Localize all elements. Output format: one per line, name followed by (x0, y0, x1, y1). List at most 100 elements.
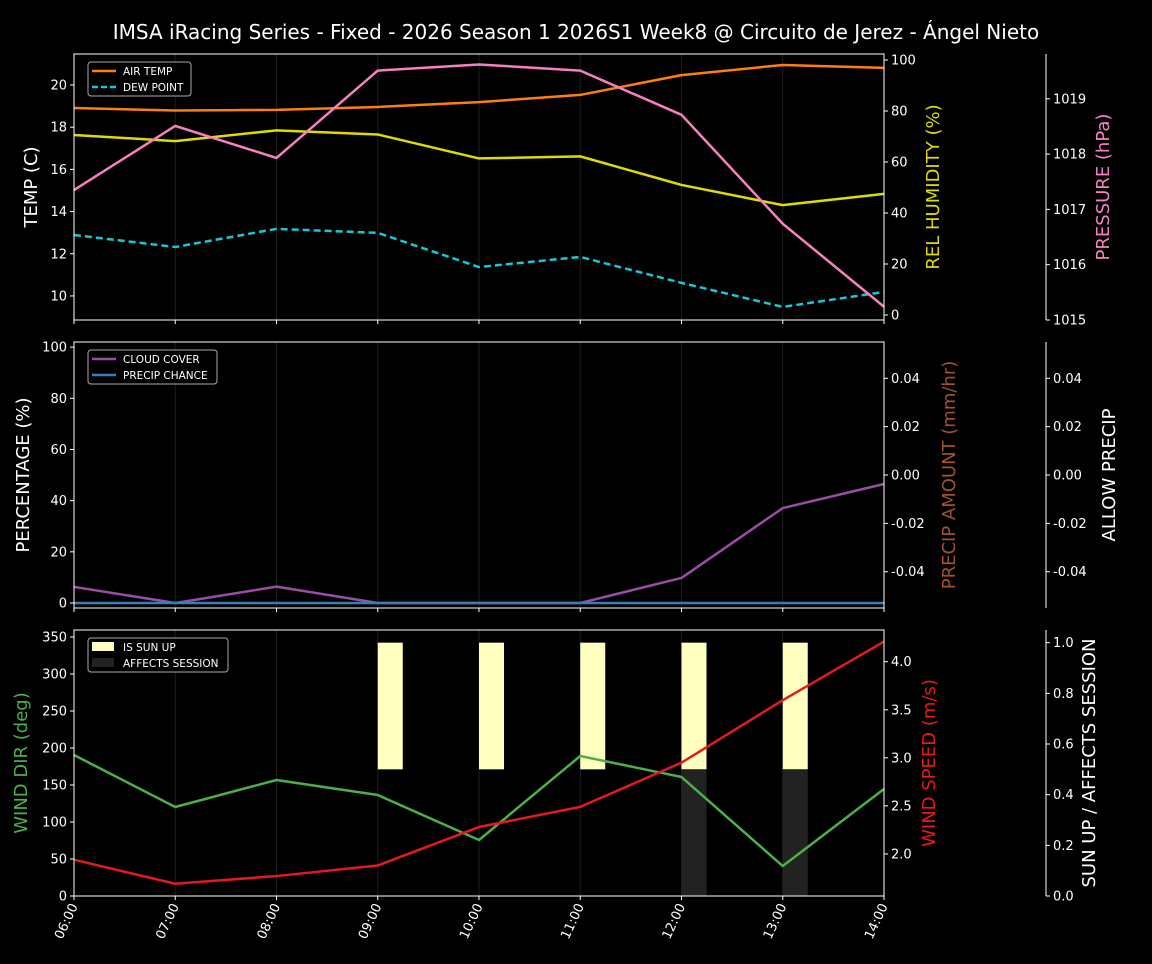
y-tick-label: 0.00 (891, 469, 920, 484)
third-axis-label: SUN UP / AFFECTS SESSION (1079, 638, 1100, 887)
y-tick-label: 60 (50, 443, 67, 458)
x-tick-label: 12:00 (660, 901, 689, 941)
y-tick-label: 60 (891, 155, 908, 170)
y-tick-label: 1019 (1053, 92, 1086, 107)
x-tick-label: 14:00 (862, 901, 891, 941)
x-tick-label: 10:00 (457, 901, 486, 941)
legend-label: AFFECTS SESSION (123, 658, 219, 670)
right-axis-label: WIND SPEED (m/s) (919, 679, 940, 847)
y-tick-label: 100 (42, 816, 67, 831)
series-line-3 (73, 63, 885, 308)
legend-label: DEW POINT (123, 82, 184, 94)
left-axis-label: PERCENTAGE (%) (13, 397, 34, 552)
bar-affects-session (782, 769, 808, 896)
legend: IS SUN UP AFFECTS SESSION (87, 637, 229, 673)
panel-2: 0 20 40 60 80 100 -0.04 -0.02 0.00 0.02 0.04 -0.04 -… (13, 341, 1120, 612)
y-tick-label: 1015 (1053, 314, 1086, 329)
legend-label: PRECIP CHANCE (123, 370, 208, 382)
y-tick-label: 12 (50, 247, 67, 262)
y-tick-label: 0.4 (1053, 788, 1074, 803)
y-tick-label: 80 (891, 104, 908, 119)
y-tick-label: 4.0 (891, 655, 912, 670)
left-axis-label: WIND DIR (deg) (11, 692, 32, 834)
y-tick-label: 0 (891, 309, 899, 324)
y-tick-label: 350 (42, 631, 67, 646)
x-tick-label: 06:00 (52, 901, 81, 941)
third-axis-label: PRESSURE (hPa) (1093, 114, 1114, 261)
y-tick-label: 1017 (1053, 203, 1086, 218)
y-tick-label: 150 (42, 779, 67, 794)
y-tick-label: 20 (50, 79, 67, 94)
y-tick-label: 0 (59, 597, 67, 612)
chart-title: IMSA iRacing Series - Fixed - 2026 Seaso… (113, 20, 1039, 44)
y-tick-label: 20 (891, 258, 908, 273)
y-tick-label: 0.04 (891, 372, 920, 387)
legend-label: CLOUD COVER (123, 354, 200, 366)
y-tick-label: 0.02 (1053, 420, 1082, 435)
y-tick-label: -0.04 (1053, 565, 1087, 580)
y-tick-label: 1.0 (1053, 636, 1074, 651)
x-tick-label: 09:00 (356, 901, 385, 941)
panel-1: 10 12 14 16 18 20 0 20 40 60 80 100 1015 1016 1017 1018… (21, 53, 1114, 328)
y-tick-label: 100 (42, 341, 67, 356)
y-tick-label: 14 (50, 205, 67, 220)
series-line-0 (73, 753, 885, 868)
y-tick-label: 10 (50, 289, 67, 304)
bar-is-sun-up (580, 642, 606, 770)
y-tick-label: 3.0 (891, 751, 912, 766)
y-tick-label: 50 (50, 853, 67, 868)
legend: AIR TEMP DEW POINT (87, 61, 192, 97)
y-tick-label: 300 (42, 668, 67, 683)
y-tick-label: 1016 (1053, 258, 1086, 273)
series-line-1 (73, 640, 885, 885)
x-tick-label: 11:00 (558, 901, 587, 941)
y-tick-label: 80 (50, 392, 67, 407)
y-tick-label: 0.02 (891, 420, 920, 435)
bar-is-sun-up (377, 642, 403, 770)
y-tick-label: 40 (50, 494, 67, 509)
left-axis-label: TEMP (C) (21, 146, 42, 228)
bar-is-sun-up (681, 642, 707, 770)
legend-box (87, 349, 218, 385)
y-tick-label: 18 (50, 121, 67, 136)
y-tick-label: 0.04 (1053, 372, 1082, 387)
right-axis-label: REL HUMIDITY (%) (923, 104, 944, 269)
legend-box (87, 637, 229, 673)
bar-is-sun-up (782, 642, 808, 770)
y-tick-label: 40 (891, 206, 908, 221)
y-tick-label: -0.04 (891, 565, 925, 580)
y-tick-label: 16 (50, 163, 67, 178)
y-tick-label: 0 (59, 890, 67, 905)
y-tick-label: 100 (891, 53, 916, 68)
x-tick-label: 08:00 (255, 901, 284, 941)
y-tick-label: 0.00 (1053, 469, 1082, 484)
y-tick-label: 1018 (1053, 148, 1086, 163)
legend-swatch (92, 658, 114, 667)
x-tick-label: 07:00 (153, 901, 182, 941)
legend: CLOUD COVER PRECIP CHANCE (87, 349, 218, 385)
y-tick-label: 2.5 (891, 799, 912, 814)
y-tick-label: 0.0 (1053, 890, 1074, 905)
legend-label: AIR TEMP (123, 66, 172, 78)
legend-swatch (92, 642, 114, 651)
y-tick-label: 3.5 (891, 703, 912, 718)
y-tick-label: 0.6 (1053, 738, 1074, 753)
right-axis-label: PRECIP AMOUNT (mm/hr) (939, 361, 960, 590)
y-tick-label: 200 (42, 742, 67, 757)
bar-is-sun-up (479, 642, 504, 770)
y-tick-label: -0.02 (1053, 517, 1087, 532)
y-tick-label: -0.02 (891, 517, 925, 532)
x-tick-label: 13:00 (761, 901, 790, 941)
bar-affects-session (681, 769, 707, 896)
third-axis-label: ALLOW PRECIP (1099, 408, 1120, 541)
y-tick-label: 2.0 (891, 847, 912, 862)
y-tick-label: 250 (42, 705, 67, 720)
y-tick-label: 20 (50, 545, 67, 560)
y-tick-label: 0.8 (1053, 687, 1074, 702)
series-line-0 (73, 63, 885, 112)
y-tick-label: 0.2 (1053, 839, 1074, 854)
series-line-1 (73, 227, 885, 309)
legend-label: IS SUN UP (123, 642, 176, 654)
panel-3: 0 50 100 150 200 250 300 350 2.0 2.5 3.0 3.5 4.0 0.0 0… (11, 629, 1100, 942)
